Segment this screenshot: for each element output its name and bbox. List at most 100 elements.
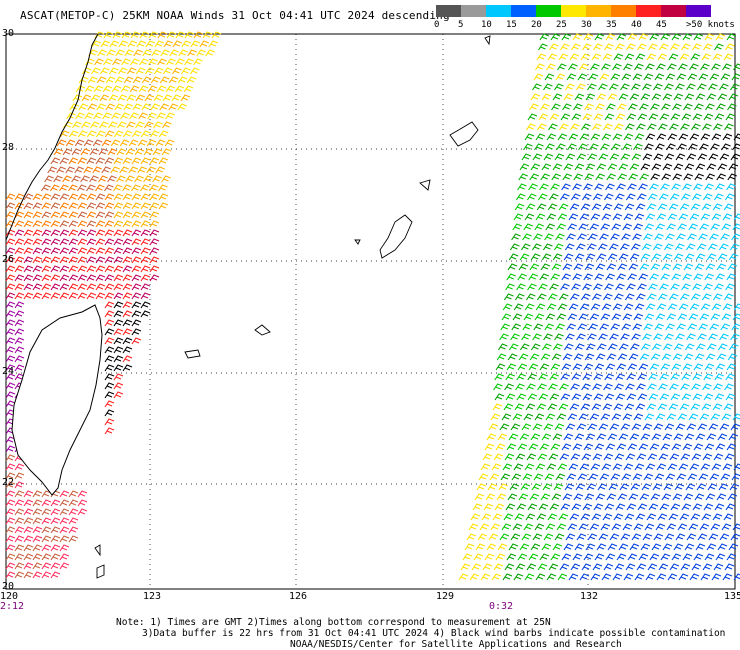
wind-barb (671, 553, 682, 561)
wind-barb (600, 143, 610, 151)
wind-barb (171, 94, 182, 102)
colorbar-swatch (686, 5, 711, 17)
wind-barb (41, 562, 52, 570)
wind-barb (535, 303, 546, 311)
wind-barb (14, 346, 25, 354)
wind-barb (165, 112, 175, 120)
wind-barb (573, 103, 583, 111)
wind-barb (196, 49, 206, 57)
wind-barb (550, 553, 561, 561)
wind-barb (560, 503, 571, 511)
wind-barb (695, 253, 706, 261)
wind-barb (138, 85, 149, 93)
wind-barb (602, 203, 613, 211)
wind-barb (682, 443, 693, 451)
wind-barb (78, 76, 89, 84)
wind-barb (478, 473, 489, 481)
wind-barb (118, 40, 129, 48)
wind-barb (566, 73, 577, 81)
wind-barb (655, 413, 666, 421)
wind-barb (5, 463, 16, 471)
wind-barb (561, 33, 572, 41)
wind-barb (68, 256, 79, 264)
wind-barb (157, 58, 167, 66)
wind-barb (726, 33, 737, 41)
wind-barb (59, 562, 70, 570)
colorbar-swatch (461, 5, 486, 17)
wind-barb (661, 493, 672, 501)
wind-barb (513, 573, 524, 581)
wind-barb (44, 175, 54, 183)
wind-barb (595, 173, 606, 181)
wind-barb (588, 473, 599, 481)
wind-barb (535, 463, 546, 471)
wind-barb (703, 503, 714, 511)
time-label: 2:12 (0, 601, 25, 612)
colorbar-swatch (611, 5, 636, 17)
wind-barb (610, 233, 620, 241)
wind-barb (704, 183, 714, 191)
wind-barb (530, 433, 541, 441)
wind-barb (122, 157, 133, 165)
wind-barb (709, 473, 720, 481)
wind-barb (622, 143, 632, 151)
wind-barb (668, 53, 679, 61)
colorbar-tick: 45 (656, 20, 667, 30)
wind-barb (517, 443, 528, 451)
wind-barb (155, 139, 166, 147)
wind-barb (519, 163, 530, 171)
wind-barb (639, 173, 650, 181)
wind-barb (562, 263, 573, 271)
wind-barb (122, 319, 133, 327)
wind-barb (681, 373, 692, 381)
lat-label: 20 (2, 581, 15, 592)
wind-barb (731, 73, 740, 81)
wind-barb (720, 473, 731, 481)
wind-barb (131, 328, 142, 336)
wind-barb (149, 211, 160, 219)
wind-barb (32, 247, 43, 255)
wind-barb (653, 533, 664, 541)
wind-barb (579, 133, 590, 141)
wind-barb (14, 247, 25, 255)
wind-barb (732, 223, 740, 231)
wind-barb (644, 223, 655, 231)
wind-barb (677, 223, 688, 231)
wind-barb (567, 413, 578, 421)
wind-barb (617, 103, 627, 111)
wind-barb (77, 256, 88, 264)
wind-barb (509, 243, 520, 251)
wind-barb (161, 175, 171, 183)
wind-barb (659, 113, 670, 121)
wind-barb (86, 283, 97, 291)
wind-barb (636, 383, 646, 391)
wind-barb (50, 553, 61, 561)
wind-barb (41, 256, 52, 264)
wind-barb (505, 373, 516, 381)
wind-barb (704, 33, 715, 41)
wind-barb (522, 233, 532, 241)
wind-barb (638, 553, 649, 561)
wind-barb (47, 166, 57, 174)
wind-barb (104, 256, 115, 264)
wind-barb (569, 53, 580, 61)
wind-barb (59, 535, 70, 543)
wind-barb (547, 293, 558, 301)
wind-barb (725, 283, 735, 291)
wind-barb (733, 133, 740, 141)
wind-barb (615, 43, 625, 51)
wind-barb (717, 343, 728, 351)
wind-barb (547, 203, 558, 211)
wind-barb (693, 443, 704, 451)
wind-barb (611, 223, 622, 231)
wind-barb (687, 73, 698, 81)
wind-barb (589, 143, 599, 151)
wind-barb (677, 313, 688, 321)
wind-barb (32, 571, 43, 579)
wind-barb (510, 533, 521, 541)
wind-barb (518, 353, 529, 361)
wind-barb (673, 343, 684, 351)
wind-barb (521, 533, 532, 541)
wind-barb (586, 483, 597, 491)
wind-barb (32, 220, 43, 228)
